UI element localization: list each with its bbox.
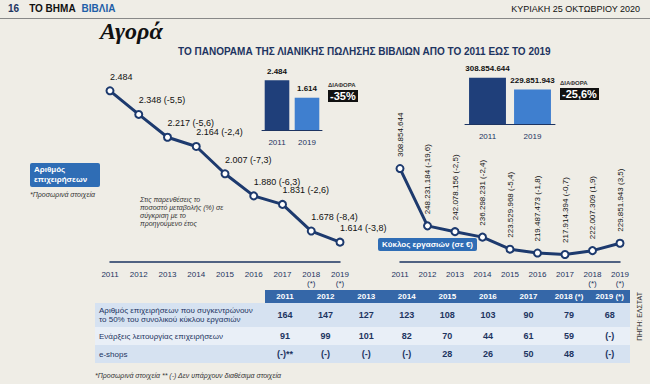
html-text:108: 108 [439,310,455,320]
html-text:2012: 2012 [316,292,335,301]
svg-text:1.678 (-8,4): 1.678 (-8,4) [311,212,358,222]
html-text:68: 68 [604,310,615,320]
svg-text:236.298.231 (-2,4): 236.298.231 (-2,4) [478,159,487,225]
html-text:Στις παρενθέσεις το ποσοστό με: Στις παρενθέσεις το ποσοστό μεταβολής (%… [140,196,224,227]
html-text:147: 147 [318,310,334,320]
svg-text:2.484: 2.484 [267,67,288,76]
svg-text:2019: 2019 [331,270,349,279]
html-text:ΚΥΡΙΑΚΗ 25 ΟΚΤΩΒΡΙΟΥ 2020: ΚΥΡΙΑΚΗ 25 ΟΚΤΩΒΡΙΟΥ 2020 [511,4,640,14]
html-text:26: 26 [482,349,493,359]
svg-text:2015: 2015 [501,270,519,279]
html-text:2017: 2017 [519,292,538,301]
svg-text:2018: 2018 [302,270,320,279]
svg-text:2012: 2012 [419,270,437,279]
html-text:Ενάρξεις λειτουργίας επιχειρήσ: Ενάρξεις λειτουργίας επιχειρήσεων [99,331,223,341]
svg-text:(*): (*) [616,279,625,288]
html-text:103: 103 [480,310,496,320]
html-text:61: 61 [523,331,534,341]
html-text:99: 99 [320,331,331,341]
svg-text:2017: 2017 [556,270,574,279]
svg-text:242.078.156 (-2,5): 242.078.156 (-2,5) [451,154,460,220]
html-text:2019 (*): 2019 (*) [595,292,624,301]
svg-text:2.164 (-2,4): 2.164 (-2,4) [196,127,243,137]
html-text:48: 48 [564,349,575,359]
svg-text:2011: 2011 [101,270,119,279]
html-text:127: 127 [358,310,374,320]
svg-text:2011: 2011 [268,138,286,147]
html-text:79: 79 [564,310,575,320]
html-text:50: 50 [523,349,534,359]
html-text:ΠΗΓΗ: ΕΛΣΤΑΤ: ΠΗΓΗ: ΕΛΣΤΑΤ [636,292,643,341]
html-text:44: 44 [482,331,493,341]
svg-text:223.529.968 (-5,4): 223.529.968 (-5,4) [506,172,515,238]
html-text:Κύκλος εργασιών (σε €): Κύκλος εργασιών (σε €) [382,240,473,249]
svg-text:2013: 2013 [159,270,177,279]
svg-text:229.851.943: 229.851.943 [510,76,555,85]
html-text:ΒΙΒΛΙΑ: ΒΙΒΛΙΑ [81,3,116,14]
html-text:-35%: -35% [330,90,356,102]
html-text:123: 123 [399,310,415,320]
html-text:ΔΙΑΦΟΡΑ: ΔΙΑΦΟΡΑ [560,80,588,86]
svg-text:308.854.644: 308.854.644 [465,64,510,73]
svg-text:1.880 (-6,3): 1.880 (-6,3) [253,176,301,187]
svg-text:308.854.644: 308.854.644 [396,112,405,157]
svg-text:1.614 (-3,8): 1.614 (-3,8) [340,223,387,233]
html-text:90: 90 [523,310,534,320]
html-text:-25,6%: -25,6% [562,88,597,100]
html-text:2016: 2016 [479,292,497,301]
html-text:70: 70 [442,331,453,341]
svg-text:2013: 2013 [446,270,464,279]
html-text:59: 59 [564,331,575,341]
svg-text:2.007 (-7,3): 2.007 (-7,3) [225,155,272,165]
svg-text:2011: 2011 [479,132,497,141]
svg-text:222.007.309 (1,9): 222.007.309 (1,9) [588,176,597,239]
html-text:2014: 2014 [397,292,416,301]
svg-text:2.484: 2.484 [110,72,133,82]
html-text:e-shops: e-shops [99,349,128,359]
svg-text:2015: 2015 [216,270,234,279]
svg-text:2014: 2014 [187,270,205,279]
svg-text:2016: 2016 [245,270,263,279]
svg-text:2016: 2016 [529,270,547,279]
svg-text:(*): (*) [336,279,345,288]
svg-text:2019: 2019 [524,132,542,141]
svg-text:2018: 2018 [584,270,602,279]
svg-text:2014: 2014 [474,270,492,279]
html-text:16: 16 [8,3,20,14]
svg-text:229.851.943 (3,5): 229.851.943 (3,5) [616,168,625,231]
svg-text:2017: 2017 [274,270,292,279]
html-text:28: 28 [442,349,453,359]
svg-text:2.348 (-5,5): 2.348 (-5,5) [139,95,186,105]
svg-text:(*): (*) [588,279,597,288]
svg-text:2.217 (-5,6): 2.217 (-5,6) [167,118,214,129]
html-text:Αγορά: Αγορά [100,18,163,44]
svg-text:1.614: 1.614 [297,84,318,93]
html-text:Αριθμός επιχειρήσεων: Αριθμός επιχειρήσεων [34,165,88,184]
svg-text:1.831 (-2,6): 1.831 (-2,6) [283,185,330,195]
html-text:2011: 2011 [276,292,294,301]
svg-text:2019: 2019 [298,138,316,147]
html-text:82: 82 [401,331,412,341]
svg-text:248.231.184 (-19,6): 248.231.184 (-19,6) [423,144,432,215]
svg-text:2012: 2012 [130,270,148,279]
svg-text:2019: 2019 [611,270,629,279]
html-text:91: 91 [280,331,290,341]
html-text:*Προσωρινά στοιχεία ** (-) Δεν: *Προσωρινά στοιχεία ** (-) Δεν υπάρχουν … [95,372,282,379]
html-text:2013: 2013 [357,292,376,301]
html-text:2015: 2015 [438,292,457,301]
svg-text:2011: 2011 [391,270,409,279]
svg-text:219.487.473 (-1,8): 219.487.473 (-1,8) [533,175,542,241]
svg-text:217.914.394 (-0,7): 217.914.394 (-0,7) [561,177,570,243]
html-text:Αριθμός επιχειρήσεων που συγκε: Αριθμός επιχειρήσεων που συγκεντρώνουν τ… [99,306,253,324]
html-text:101: 101 [358,331,374,341]
html-text:ΤΟ ΒΗΜΑ: ΤΟ ΒΗΜΑ [29,3,76,14]
html-text:ΤΟ ΠΑΝΟΡΑΜΑ ΤΗΣ ΛΙΑΝΙΚΗΣ ΠΩΛΗΣ: ΤΟ ΠΑΝΟΡΑΜΑ ΤΗΣ ΛΙΑΝΙΚΗΣ ΠΩΛΗΣΗΣ ΒΙΒΛΙΩΝ… [178,46,551,57]
html-text:164: 164 [277,310,293,320]
html-text:ΔΙΑΦΟΡΑ: ΔΙΑΦΟΡΑ [328,82,356,88]
html-text:*Προσωρινά στοιχεία: *Προσωρινά στοιχεία [30,191,95,198]
html-text:2018 (*): 2018 (*) [554,292,584,301]
svg-text:(*): (*) [307,279,316,288]
